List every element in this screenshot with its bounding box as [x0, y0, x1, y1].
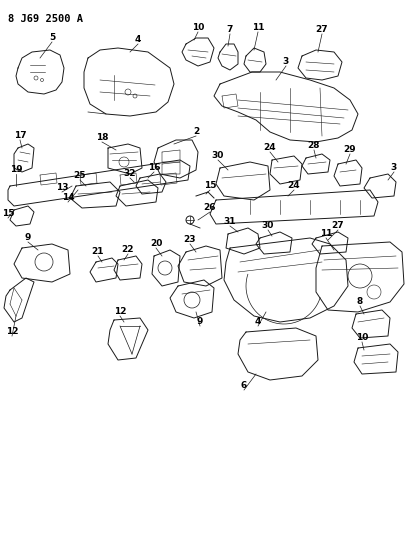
Text: 23: 23 [183, 236, 196, 245]
Text: 19: 19 [9, 166, 22, 174]
Text: 24: 24 [287, 182, 299, 190]
Text: 30: 30 [211, 151, 224, 160]
Text: 12: 12 [6, 327, 18, 336]
Text: 4: 4 [135, 36, 141, 44]
Text: 17: 17 [14, 132, 26, 141]
Text: 11: 11 [251, 23, 263, 33]
Text: 8: 8 [356, 297, 362, 306]
Text: 16: 16 [147, 164, 160, 173]
Text: 2: 2 [192, 127, 199, 136]
Text: 14: 14 [62, 193, 74, 203]
Text: 13: 13 [56, 183, 68, 192]
Text: 8 J69 2500 A: 8 J69 2500 A [8, 14, 83, 24]
Text: 29: 29 [343, 146, 356, 155]
Text: 27: 27 [315, 26, 328, 35]
Text: 15: 15 [2, 209, 14, 219]
Text: 3: 3 [282, 58, 288, 67]
Text: 22: 22 [121, 246, 134, 254]
Text: 4: 4 [254, 318, 261, 327]
Text: 5: 5 [49, 34, 55, 43]
Text: 30: 30 [261, 222, 273, 230]
Text: 10: 10 [355, 334, 367, 343]
Text: 11: 11 [319, 230, 332, 238]
Text: 25: 25 [74, 172, 86, 181]
Text: 9: 9 [196, 318, 203, 327]
Text: 20: 20 [150, 239, 162, 248]
Text: 7: 7 [226, 26, 233, 35]
Text: 27: 27 [331, 222, 344, 230]
Text: 9: 9 [25, 233, 31, 243]
Text: 15: 15 [203, 182, 216, 190]
Text: 21: 21 [92, 247, 104, 256]
Text: 26: 26 [203, 204, 216, 213]
Text: 28: 28 [307, 141, 320, 150]
Text: 12: 12 [114, 308, 126, 317]
Text: 6: 6 [240, 382, 247, 391]
Text: 24: 24 [263, 143, 275, 152]
Text: 3: 3 [390, 164, 396, 173]
Text: 10: 10 [191, 23, 204, 33]
Text: 31: 31 [223, 217, 236, 227]
Text: 32: 32 [123, 169, 136, 179]
Text: 18: 18 [95, 133, 108, 142]
